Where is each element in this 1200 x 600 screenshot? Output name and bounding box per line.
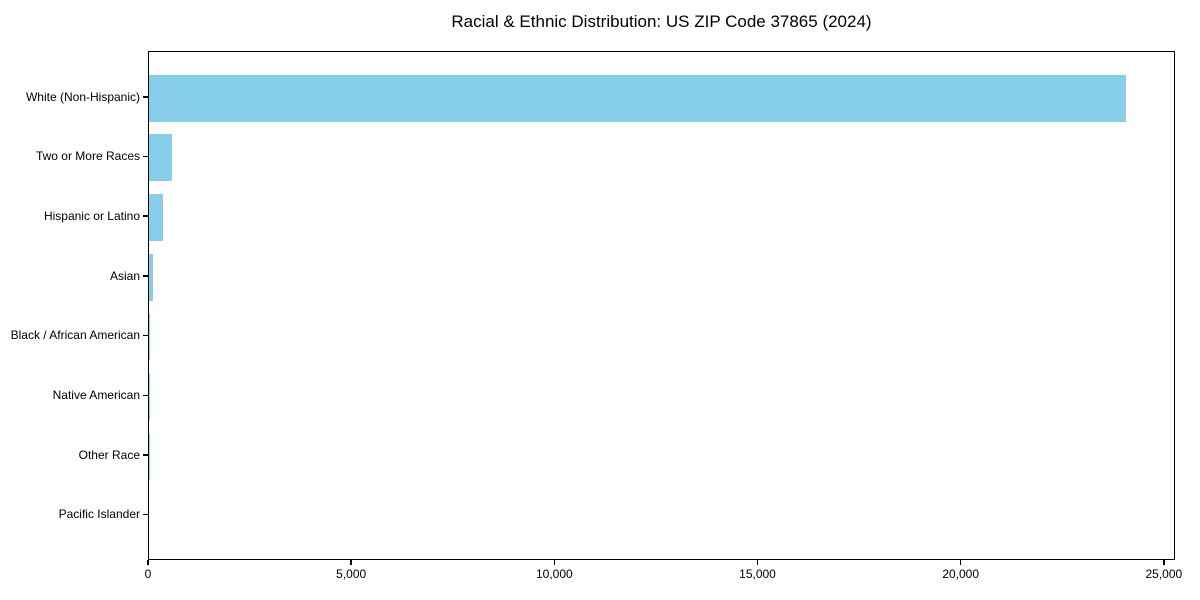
x-tick-label: 0: [144, 567, 152, 581]
bar: [149, 193, 163, 241]
x-tick-label: 15,000: [739, 567, 776, 581]
x-tick-mark: [959, 560, 962, 565]
bar: [149, 253, 153, 301]
y-tick-label: Black / African American: [10, 328, 140, 343]
y-tick-mark: [143, 96, 148, 98]
y-tick-label: Two or More Races: [35, 149, 140, 164]
bar: [149, 74, 1126, 122]
plot-area: [148, 51, 1175, 560]
y-tick-label: Native American: [52, 388, 140, 402]
x-tick-mark: [147, 560, 149, 565]
y-tick-mark: [143, 215, 148, 217]
x-tick-label: 20,000: [942, 567, 980, 581]
bar: [149, 313, 151, 361]
x-tick-label: 5,000: [336, 567, 367, 581]
chart-title: Racial & Ethnic Distribution: US ZIP Cod…: [451, 12, 872, 31]
bar: [149, 134, 172, 182]
x-tick-mark: [756, 560, 759, 565]
x-tick-mark: [350, 560, 352, 565]
y-tick-label: Other Race: [78, 447, 140, 462]
y-tick-mark: [143, 454, 148, 456]
x-tick-mark: [553, 560, 556, 565]
x-tick-mark: [1163, 560, 1165, 565]
y-tick-mark: [143, 394, 148, 396]
y-tick-label: Asian: [109, 268, 140, 283]
y-tick-label: Pacific Islander: [58, 507, 140, 522]
x-tick-label: 10,000: [535, 567, 573, 581]
y-tick-mark: [143, 513, 148, 516]
y-tick-label: Hispanic or Latino: [43, 208, 140, 223]
y-tick-mark: [143, 155, 148, 158]
y-tick-mark: [143, 275, 148, 277]
y-tick-mark: [143, 334, 148, 337]
y-tick-label: White (Non-Hispanic): [25, 89, 140, 104]
x-tick-label: 25,000: [1145, 567, 1183, 581]
